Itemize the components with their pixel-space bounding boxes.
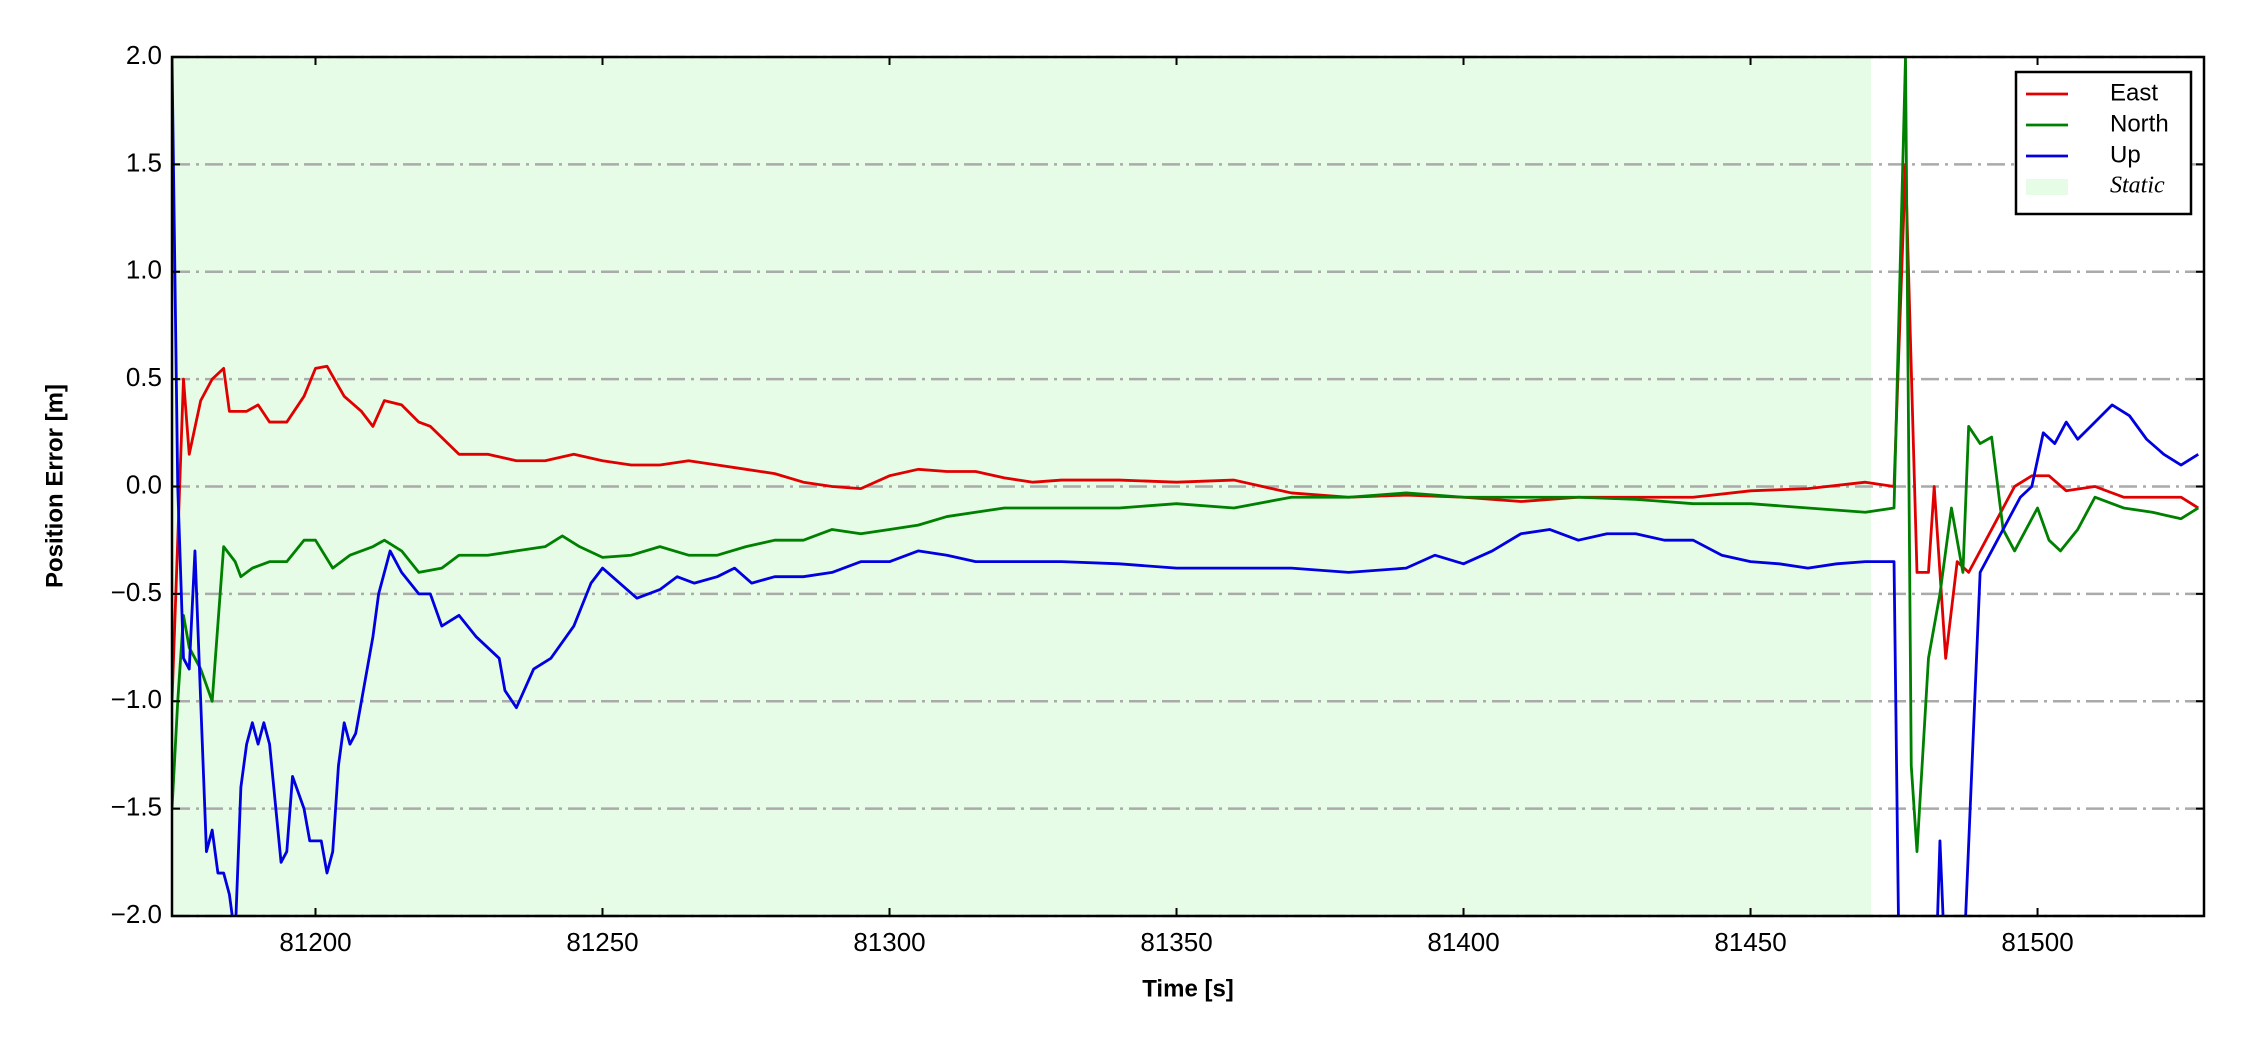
x-tick-label: 81300 [853, 927, 925, 957]
y-tick-label: −1.0 [111, 684, 162, 714]
y-tick-label: −1.5 [111, 792, 162, 822]
y-tick-label: 1.5 [126, 147, 162, 177]
y-tick-label: −0.5 [111, 577, 162, 607]
legend-frame [2014, 70, 2193, 216]
line-series [172, 162, 2200, 702]
legend-label: Static [2110, 173, 2165, 199]
x-tick-label: 81350 [1140, 927, 1212, 957]
y-tick-label: 2.0 [126, 40, 162, 70]
y-tick-label: 1.0 [126, 255, 162, 285]
x-tick-label: 81450 [1714, 927, 1786, 957]
x-tick-label: 81250 [566, 927, 638, 957]
legend-label: Up [2110, 141, 2141, 168]
lines-layer [172, 57, 2200, 916]
y-tick-label: −2.0 [111, 899, 162, 929]
legend-label: East [2110, 79, 2158, 106]
line-series [172, 57, 2200, 916]
legend: East North Up Static [2014, 70, 2193, 216]
y-axis-label: Position Error [m] [41, 384, 68, 588]
line-series [172, 57, 2200, 853]
x-axis-label: Time [s] [1142, 975, 1234, 1002]
y-tick-label: 0.5 [126, 362, 162, 392]
x-tick-label: 81200 [279, 927, 351, 957]
legend-label: North [2110, 110, 2169, 137]
y-tick-label: 0.0 [126, 469, 162, 499]
x-tick-label: 81400 [1427, 927, 1499, 957]
x-tick-label: 81500 [2001, 927, 2073, 957]
legend-swatch [2026, 179, 2068, 195]
